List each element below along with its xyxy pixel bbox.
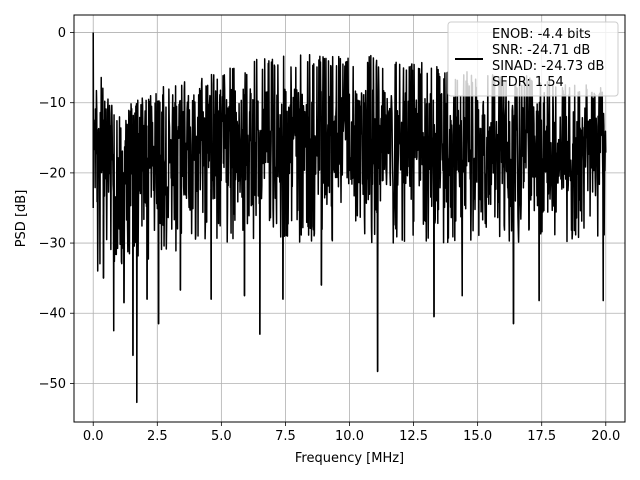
legend-box (447, 21, 619, 97)
x-tick-label: 15.0 (463, 429, 492, 444)
y-tick-label: −30 (39, 237, 66, 252)
x-tick-label: 10.0 (335, 429, 364, 444)
y-tick-label: −20 (39, 166, 66, 181)
legend: ENOB: -4.4 bits SNR: -24.71 dB SINAD: -2… (447, 21, 619, 97)
x-tick-label: 0.0 (83, 429, 104, 444)
legend-text-snr: SNR: -24.71 dB (492, 43, 590, 58)
tick-layer: 0.0 2.5 5.0 7.5 10.0 12.5 15.0 17.5 20.0 0 −10 −20 −… (39, 26, 621, 444)
y-tick-label: −10 (39, 96, 66, 111)
legend-text-sinad: SINAD: -24.73 dB (492, 59, 604, 74)
x-tick-label: 12.5 (399, 429, 428, 444)
series-line (92, 32, 607, 404)
data-layer (92, 32, 607, 404)
x-tick-label: 20.0 (591, 429, 620, 444)
x-tick-label: 2.5 (147, 429, 168, 444)
y-tick-label: 0 (58, 26, 66, 41)
y-tick-label: −40 (39, 307, 66, 322)
x-tick-label: 7.5 (275, 429, 296, 444)
y-tick-label: −50 (39, 377, 66, 392)
x-tick-label: 17.5 (527, 429, 556, 444)
legend-text-sfdr: SFDR: 1.54 (492, 75, 564, 90)
x-tick-label: 5.0 (211, 429, 232, 444)
legend-text-enob: ENOB: -4.4 bits (492, 27, 591, 42)
y-axis-label: PSD [dB] (14, 190, 29, 248)
x-axis-label: Frequency [MHz] (295, 451, 404, 466)
